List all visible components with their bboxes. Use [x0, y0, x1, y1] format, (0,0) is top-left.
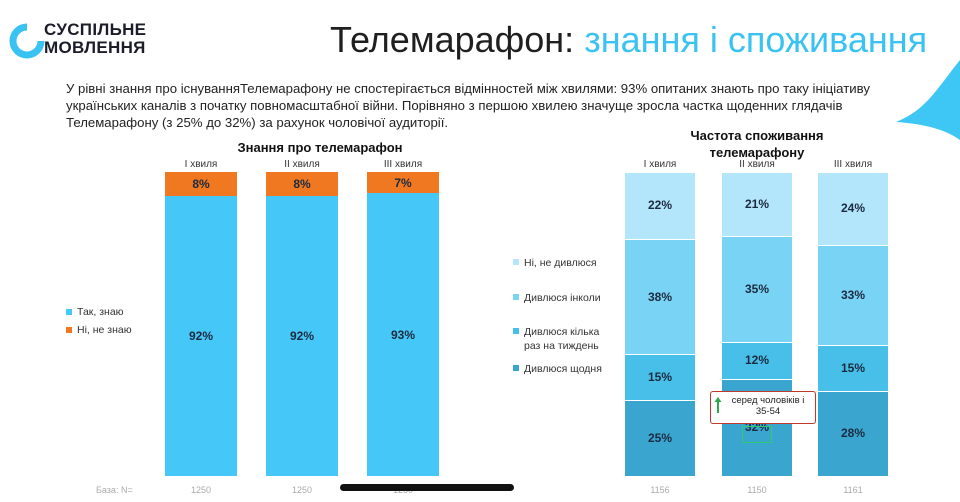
legend-swatch	[513, 328, 519, 334]
base-value: 1161	[843, 485, 863, 495]
wave-label: ІІ хвиля	[284, 159, 320, 170]
annotation-text: серед чоловіків і 35-54	[731, 395, 805, 417]
legend-label: Ні, не знаю	[77, 324, 132, 336]
legend-swatch	[66, 327, 72, 333]
bar-segment-label: 12%	[722, 342, 792, 379]
legend-item: Дивлюся кілька раз на тиждень	[513, 325, 618, 353]
base-value: 1250	[291, 485, 313, 495]
highlight-box	[742, 426, 772, 443]
legend-item: Ні, не дивлюся	[513, 256, 618, 270]
bar-segment-label: 92%	[266, 196, 338, 476]
bar-segment-label: 8%	[266, 172, 338, 197]
annotation-box: серед чоловіків і 35-54	[710, 391, 816, 424]
description-text: У рівні знання про існуванняТелемарафону…	[66, 81, 870, 130]
bar-segment-label: 25%	[625, 400, 695, 476]
legend-item: Дивлюся щодня	[513, 362, 618, 376]
logo-line1: СУСПІЛЬНЕ	[44, 20, 147, 39]
legend-swatch	[513, 259, 519, 265]
legend-swatch	[513, 365, 519, 371]
bar-segment-label: 24%	[818, 172, 888, 245]
legend-item: Ні, не знаю	[66, 324, 186, 336]
base-value: 1150	[747, 485, 767, 495]
logo-line2: МОВЛЕННЯ	[44, 38, 146, 57]
base-value: 1156	[650, 485, 670, 495]
bar-segment-label: 22%	[625, 172, 695, 239]
bar-segment-label: 21%	[722, 172, 792, 236]
base-value: 1250	[190, 485, 212, 495]
scrollbar-handle[interactable]	[340, 484, 514, 491]
wave-label: ІІ хвиля	[739, 159, 775, 170]
legend-label: Ні, не дивлюся	[524, 257, 597, 269]
bar-segment-label: 15%	[818, 345, 888, 391]
bar-segment-label: 33%	[818, 244, 888, 346]
wave-label: І хвиля	[643, 159, 677, 170]
title-main: Телемарафон:	[330, 19, 575, 60]
legend-swatch	[513, 294, 519, 300]
title-accent: знання і споживання	[584, 19, 928, 60]
chart1-title: Знання про телемарафон	[237, 140, 403, 155]
wave-label: ІІІ хвиля	[833, 159, 873, 170]
corner-decoration	[896, 60, 960, 140]
legend-swatch	[66, 309, 72, 315]
wave-label: ІІІ хвиля	[383, 159, 423, 170]
bar-segment-label: 28%	[818, 390, 888, 476]
legend-label: Так, знаю	[77, 306, 124, 318]
legend-item: Так, знаю	[66, 306, 186, 318]
chart2-title: Частота споживання телемарафону	[690, 128, 824, 160]
bar-segment-label: 38%	[625, 238, 695, 355]
wave-label: І хвиля	[184, 159, 218, 170]
logo-text: СУСПІЛЬНЕ МОВЛЕННЯ	[44, 21, 146, 57]
arrow-up-icon	[714, 397, 722, 413]
bar-segment-label: 8%	[165, 172, 237, 197]
page-title: Телемарафон: знання і споживання	[330, 18, 927, 62]
bar-segment-label: 15%	[625, 354, 695, 400]
legend-item: Дивлюся інколи	[513, 291, 618, 305]
legend-label: Дивлюся щодня	[524, 363, 602, 375]
bar-segment-label: 93%	[367, 193, 439, 476]
base-label: База: N=	[96, 485, 133, 495]
bar-segment-label: 92%	[165, 196, 237, 476]
bar-segment-label: 7%	[367, 172, 439, 194]
legend-label: Дивлюся кілька раз на тиждень	[524, 326, 600, 352]
legend-label: Дивлюся інколи	[524, 292, 601, 304]
bar-segment-label: 35%	[722, 235, 792, 343]
logo-icon	[9, 23, 45, 59]
